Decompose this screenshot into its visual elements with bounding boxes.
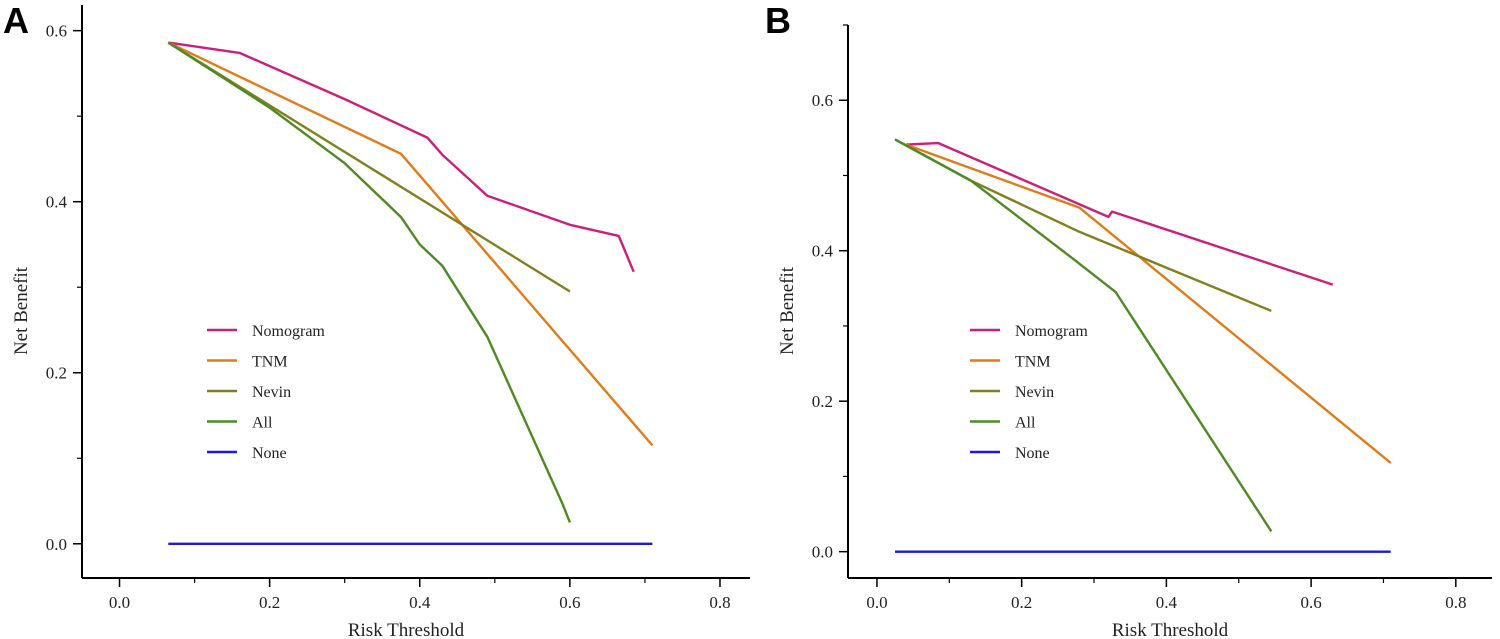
panel-b-legend-label-all: All [1015, 415, 1036, 432]
panel-b-series-nevin [894, 138, 1272, 313]
panel-a-x-tick-label: 0.4 [409, 593, 431, 612]
panel-b-legend: Nomogram TNM Nevin All None [970, 323, 1088, 462]
panel-b-x-title: Risk Threshold [1112, 620, 1229, 639]
panel-b-legend-label-nomogram: Nomogram [1015, 323, 1088, 340]
panel-a-series-all [167, 41, 572, 523]
panel-b-x-tick-label: 0.0 [866, 593, 887, 612]
panel-a-y-title: Net Benefit [11, 266, 32, 355]
panel-a-series-tnm [167, 41, 654, 447]
panel-b-legend-label-none: None [1015, 445, 1050, 462]
panel-b-x-tick-label: 0.6 [1300, 593, 1321, 612]
panel-a-series-nomogram [168, 41, 635, 273]
panel-a-y-tick-label: 0.2 [46, 364, 67, 383]
panel-a-y-tick-label: 0.0 [46, 535, 67, 554]
panel-a-x-tick-label: 0.6 [559, 593, 580, 612]
panel-a-legend: Nomogram TNM Nevin All None [207, 323, 325, 462]
panel-a-y-tick-label: 0.6 [46, 22, 67, 41]
panel-a-legend-label-nomogram: Nomogram [252, 323, 325, 340]
panel-a-x-title: Risk Threshold [348, 620, 465, 639]
panel-b-legend-label-nevin: Nevin [1015, 384, 1054, 401]
panel-a-legend-label-none: None [252, 445, 287, 462]
panel-b-series [894, 138, 1392, 553]
panel-b-y-title: Net Benefit [777, 266, 798, 355]
panel-b-y-tick-label: 0.2 [812, 392, 833, 411]
panel-a-ticks: 0.0 0.2 0.4 0.6 0.8 0.0 0.2 0.4 0.6 [46, 22, 731, 612]
panel-a-y-tick-label: 0.4 [46, 193, 68, 212]
panel-b-y-tick-label: 0.4 [812, 242, 834, 261]
panel-a: A 0.0 0.2 0.4 0.6 0.8 0.0 0.2 0.4 0.6 Risk Thres… [3, 0, 750, 639]
panel-b-y-tick-label: 0.6 [812, 91, 833, 110]
panel-a-legend-label-nevin: Nevin [252, 384, 291, 401]
panel-a-legend-label-tnm: TNM [252, 354, 288, 371]
panel-a-series-nevin [167, 41, 571, 293]
panel-a-legend-label-all: All [252, 415, 273, 432]
panel-b: B 0.0 0.2 0.4 0.6 0.8 0.0 0.2 0.4 0.6 Risk Thres… [765, 0, 1492, 639]
panel-b-legend-label-tnm: TNM [1015, 354, 1051, 371]
panel-a-x-tick-label: 0.8 [709, 593, 730, 612]
panel-letter-b: B [765, 0, 791, 41]
panel-b-x-tick-label: 0.2 [1011, 593, 1032, 612]
panel-b-series-tnm [905, 143, 1392, 464]
panel-b-x-tick-label: 0.8 [1445, 593, 1466, 612]
panel-a-x-tick-label: 0.2 [259, 593, 280, 612]
panel-b-y-tick-label: 0.0 [812, 543, 833, 562]
panel-b-x-tick-label: 0.4 [1156, 593, 1178, 612]
panel-b-series-nomogram [905, 141, 1334, 286]
panel-a-x-tick-label: 0.0 [109, 593, 130, 612]
panel-a-series [167, 41, 654, 545]
panel-b-series-all [894, 138, 1273, 533]
panel-letter-a: A [3, 0, 29, 41]
panel-b-ticks: 0.0 0.2 0.4 0.6 0.8 0.0 0.2 0.4 0.6 [812, 24, 1466, 612]
